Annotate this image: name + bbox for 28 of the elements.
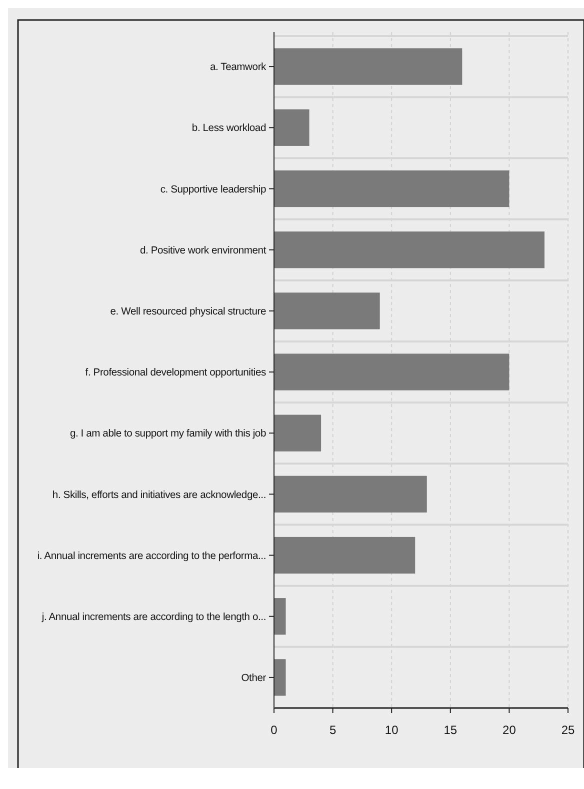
y-tick-label: j. Annual increments are according to the length o...	[40, 612, 266, 623]
y-tick-label: f. Professional development opportunities	[85, 368, 266, 379]
y-tick-label: d. Positive work environment	[140, 245, 266, 256]
bar	[274, 354, 510, 390]
x-tick-label: 15	[444, 723, 458, 737]
x-tick-label: 25	[561, 723, 575, 737]
bar	[274, 536, 416, 574]
y-tick-label: Other	[241, 673, 267, 684]
y-tick-label: e. Well resourced physical structure	[110, 306, 266, 318]
y-tick-label: h. Skills, efforts and initiatives are acknowledge...	[52, 490, 266, 501]
bar	[274, 292, 380, 330]
bar	[274, 231, 544, 268]
x-tick-label: 0	[270, 723, 278, 737]
y-tick-label: c. Supportive leadership	[160, 184, 266, 196]
y-tick-label: i. Annual increments are according to the performa...	[37, 550, 266, 562]
bar	[274, 598, 286, 635]
bar	[274, 476, 427, 513]
x-tick-label: 10	[384, 723, 399, 737]
bar	[274, 414, 322, 452]
bar	[274, 48, 462, 85]
y-tick-label: g. I am able to support my family with this job	[70, 428, 266, 440]
bar	[274, 109, 310, 146]
x-tick-label: 5	[329, 723, 336, 737]
y-tick-label: b. Less workload	[192, 123, 266, 134]
y-tick-label: a. Teamwork	[210, 62, 268, 74]
x-tick-label: 20	[502, 723, 516, 737]
bar	[274, 659, 286, 696]
bar	[274, 170, 510, 208]
